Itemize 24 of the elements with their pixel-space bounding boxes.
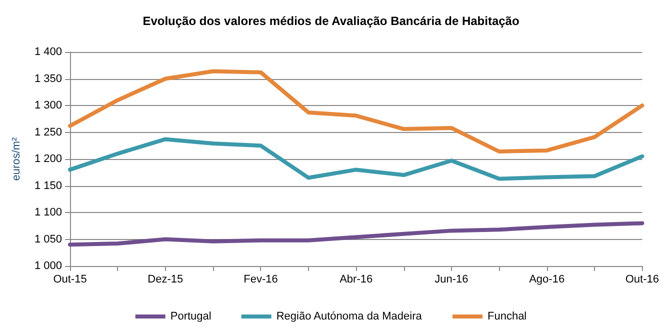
x-tick-label: Dez-15 xyxy=(148,274,184,286)
line-series xyxy=(68,69,644,154)
x-tick-label: Jun-16 xyxy=(434,274,468,286)
y-tick-label: 1 050 xyxy=(34,233,62,246)
x-tick-label: Abr-16 xyxy=(340,274,373,286)
y-tick-label: 1 000 xyxy=(34,260,62,272)
legend-label: Funchal xyxy=(487,310,527,322)
y-tick-label: 1 150 xyxy=(34,180,62,192)
line-series xyxy=(68,221,644,247)
x-tick-label: Out-16 xyxy=(625,274,660,286)
y-tick-label: 1 250 xyxy=(34,126,62,138)
line-series xyxy=(68,137,644,181)
legend-label: Portugal xyxy=(170,310,212,322)
y-tick-label: 1 100 xyxy=(34,206,62,218)
y-tick-label: 1 350 xyxy=(34,72,62,85)
x-tick-label: Fev-16 xyxy=(244,274,278,286)
chart-title: Evolução dos valores médios de Avaliação Bancária de Habitação xyxy=(142,14,520,28)
y-tick-label: 1 200 xyxy=(34,153,62,165)
legend-label: Região Autónoma da Madeira xyxy=(276,310,423,322)
y-tick-label: 1 400 xyxy=(34,46,62,58)
x-tick-label: Out-15 xyxy=(53,274,87,286)
y-axis-title: euros/m² xyxy=(10,136,22,181)
x-tick-label: Ago-16 xyxy=(529,274,565,286)
y-tick-label: 1 300 xyxy=(34,100,62,112)
